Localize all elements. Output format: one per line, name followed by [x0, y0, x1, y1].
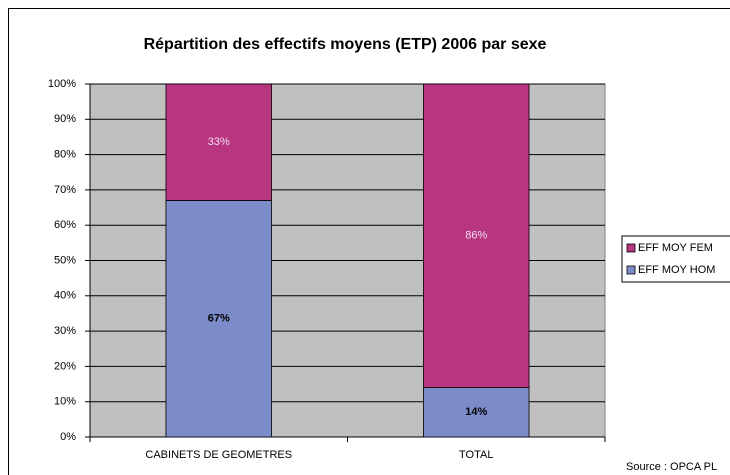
y-tick-label: 100% — [48, 78, 76, 90]
legend-swatch — [626, 265, 636, 275]
y-tick-label: 70% — [54, 184, 76, 196]
legend-box — [621, 235, 730, 283]
value-label: 14% — [465, 406, 487, 418]
y-tick-label: 30% — [54, 325, 76, 337]
source-note: Source : OPCA PL — [626, 461, 717, 473]
y-tick-label: 40% — [54, 290, 76, 302]
bar-segment — [423, 83, 530, 388]
y-tick-label: 20% — [54, 360, 76, 372]
y-tick-label: 90% — [54, 113, 76, 125]
y-tick-label: 0% — [60, 431, 76, 443]
bar-segment — [165, 83, 272, 201]
value-label: 86% — [465, 230, 487, 242]
x-tick-label: TOTAL — [459, 449, 493, 461]
y-tick-label: 80% — [54, 149, 76, 161]
value-label: 33% — [208, 136, 230, 148]
y-tick-label: 60% — [54, 219, 76, 231]
y-tick-label: 50% — [54, 254, 76, 266]
chart-title: Répartition des effectifs moyens (ETP) 2… — [144, 36, 547, 53]
y-tick-label: 10% — [54, 396, 76, 408]
x-tick-label: CABINETS DE GEOMETRES — [145, 449, 292, 461]
legend-label: EFF MOY HOM — [638, 264, 715, 276]
legend-label: EFF MOY FEM — [638, 242, 713, 254]
bar-segment — [423, 387, 530, 438]
legend-swatch — [626, 243, 636, 253]
value-label: 67% — [208, 313, 230, 325]
